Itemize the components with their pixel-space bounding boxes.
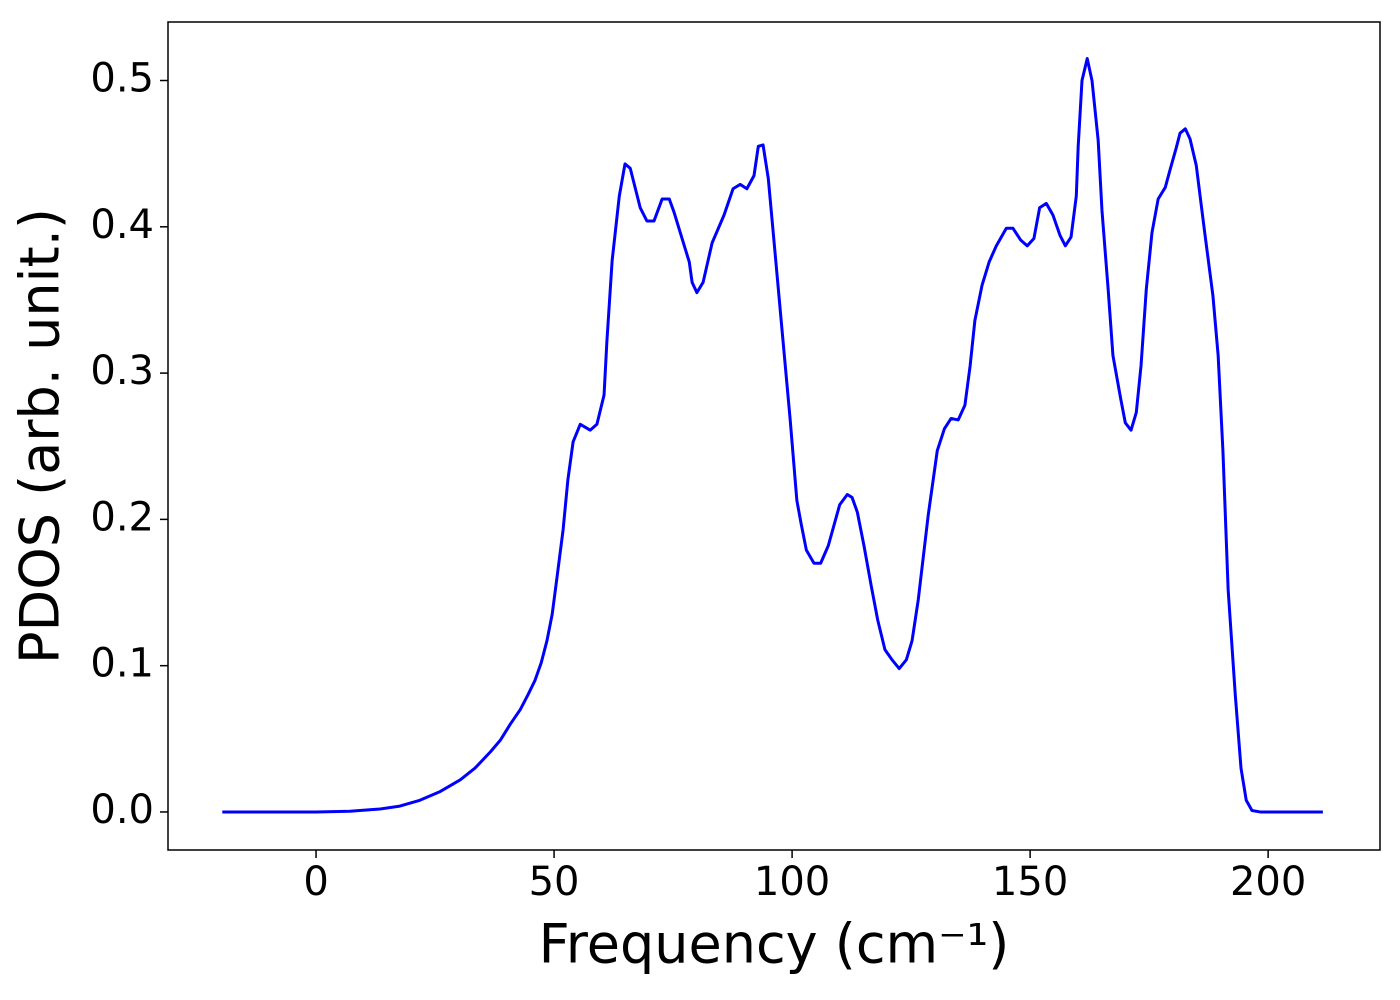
- x-axis-label: Frequency (cm⁻¹): [539, 913, 1010, 976]
- y-tick-label: 0.1: [90, 641, 154, 687]
- y-tick-label: 0.3: [90, 348, 154, 394]
- x-tick-label: 50: [529, 859, 580, 905]
- y-tick-label: 0.2: [90, 494, 154, 540]
- x-tick-label: 100: [754, 859, 830, 905]
- x-tick-label: 200: [1230, 859, 1306, 905]
- y-tick-label: 0.5: [90, 56, 154, 102]
- data-line: [222, 57, 1323, 814]
- y-tick-label: 0.0: [90, 787, 154, 833]
- x-tick-label: 150: [992, 859, 1068, 905]
- x-tick-label: 0: [303, 859, 328, 905]
- y-axis-label: PDOS (arb. unit.): [9, 208, 72, 664]
- plot-frame: [167, 21, 1381, 851]
- y-tick-label: 0.4: [90, 202, 154, 248]
